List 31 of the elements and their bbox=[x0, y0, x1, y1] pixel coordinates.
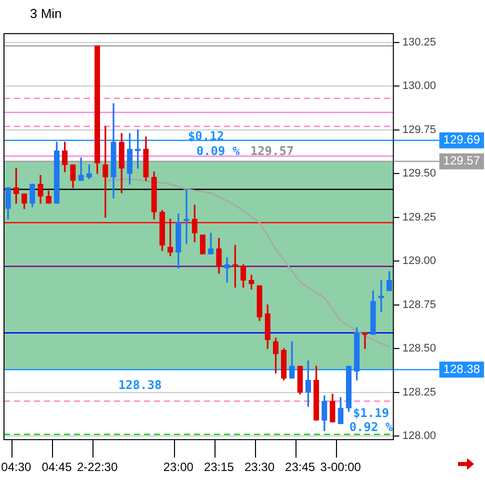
y-tick-label: 129.25 bbox=[402, 211, 436, 224]
annotation: 129.57 bbox=[250, 144, 294, 158]
x-tick-label: 04:30 bbox=[1, 460, 32, 474]
annotation: 128.38 bbox=[118, 378, 162, 392]
y-tick-label: 128.25 bbox=[402, 386, 436, 398]
ref-line-label: 129.69 bbox=[443, 132, 480, 147]
y-tick-label: 129.75 bbox=[402, 124, 436, 136]
candlestick bbox=[224, 257, 230, 282]
x-tick-label: 23:15 bbox=[204, 460, 234, 474]
annotation: 0.92 % bbox=[349, 420, 394, 434]
x-tick-label: 23:45 bbox=[285, 460, 316, 474]
y-tick-label: 130.25 bbox=[402, 36, 436, 48]
y-tick-label: 128.50 bbox=[402, 342, 436, 355]
ref-line-label: 129.57 bbox=[443, 154, 480, 168]
candlestick bbox=[78, 158, 84, 181]
candlestick bbox=[184, 189, 190, 244]
annotation: $1.19 bbox=[352, 406, 390, 420]
y-tick-label: 130.00 bbox=[402, 80, 436, 92]
x-tick-label: 3-00:00 bbox=[320, 460, 362, 474]
x-tick-label: 2-22:30 bbox=[76, 460, 118, 474]
chart-title: 3 Min bbox=[30, 6, 62, 21]
y-tick-label: 129.00 bbox=[402, 255, 436, 268]
y-tick-label: 128.00 bbox=[402, 430, 436, 442]
y-tick-label: 128.75 bbox=[402, 298, 436, 311]
annotation: 0.09 % bbox=[196, 144, 240, 158]
x-tick-label: 23:00 bbox=[163, 460, 194, 474]
y-tick-label: 129.50 bbox=[402, 168, 436, 180]
x-tick-label: 04:45 bbox=[42, 460, 72, 474]
ref-line-label: 128.38 bbox=[443, 362, 480, 376]
x-tick-label: 23:30 bbox=[244, 460, 275, 474]
annotation: $0.12 bbox=[188, 129, 224, 144]
